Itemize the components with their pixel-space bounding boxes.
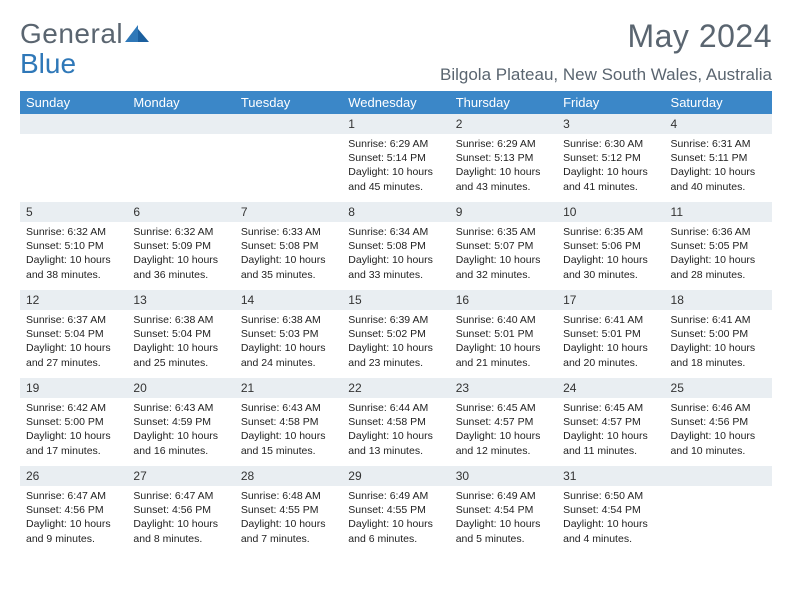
weekday-wednesday: Wednesday — [342, 91, 449, 114]
day-content-cell: Sunrise: 6:35 AMSunset: 5:06 PMDaylight:… — [557, 222, 664, 290]
day-content-cell: Sunrise: 6:34 AMSunset: 5:08 PMDaylight:… — [342, 222, 449, 290]
day-number-row: 12131415161718 — [20, 290, 772, 310]
day-content-cell: Sunrise: 6:37 AMSunset: 5:04 PMDaylight:… — [20, 310, 127, 378]
day-content-row: Sunrise: 6:29 AMSunset: 5:14 PMDaylight:… — [20, 134, 772, 202]
day-number-cell: 16 — [450, 290, 557, 310]
weekday-tuesday: Tuesday — [235, 91, 342, 114]
day-content-cell: Sunrise: 6:32 AMSunset: 5:10 PMDaylight:… — [20, 222, 127, 290]
day-number-cell: 28 — [235, 466, 342, 486]
logo: General — [20, 18, 151, 50]
day-number-cell: 1 — [342, 114, 449, 134]
day-number-cell: 22 — [342, 378, 449, 398]
day-content-cell: Sunrise: 6:33 AMSunset: 5:08 PMDaylight:… — [235, 222, 342, 290]
location-text: Bilgola Plateau, New South Wales, Austra… — [440, 65, 772, 85]
day-number-cell: 19 — [20, 378, 127, 398]
day-content-cell: Sunrise: 6:29 AMSunset: 5:13 PMDaylight:… — [450, 134, 557, 202]
weekday-monday: Monday — [127, 91, 234, 114]
day-number-row: 567891011 — [20, 202, 772, 222]
day-number-cell: 30 — [450, 466, 557, 486]
day-content-cell: Sunrise: 6:30 AMSunset: 5:12 PMDaylight:… — [557, 134, 664, 202]
day-content-cell: Sunrise: 6:40 AMSunset: 5:01 PMDaylight:… — [450, 310, 557, 378]
day-content-cell: Sunrise: 6:29 AMSunset: 5:14 PMDaylight:… — [342, 134, 449, 202]
weekday-thursday: Thursday — [450, 91, 557, 114]
day-content-cell: Sunrise: 6:47 AMSunset: 4:56 PMDaylight:… — [20, 486, 127, 554]
weekday-sunday: Sunday — [20, 91, 127, 114]
day-content-cell: Sunrise: 6:36 AMSunset: 5:05 PMDaylight:… — [665, 222, 772, 290]
day-content-cell: Sunrise: 6:44 AMSunset: 4:58 PMDaylight:… — [342, 398, 449, 466]
day-content-cell: Sunrise: 6:31 AMSunset: 5:11 PMDaylight:… — [665, 134, 772, 202]
day-content-cell — [665, 486, 772, 554]
day-number-cell: 2 — [450, 114, 557, 134]
day-number-cell: 5 — [20, 202, 127, 222]
day-content-cell: Sunrise: 6:38 AMSunset: 5:03 PMDaylight:… — [235, 310, 342, 378]
day-content-cell: Sunrise: 6:41 AMSunset: 5:00 PMDaylight:… — [665, 310, 772, 378]
logo-icon — [125, 20, 151, 52]
day-content-cell: Sunrise: 6:41 AMSunset: 5:01 PMDaylight:… — [557, 310, 664, 378]
day-number-cell: 31 — [557, 466, 664, 486]
day-number-cell: 3 — [557, 114, 664, 134]
day-content-cell: Sunrise: 6:39 AMSunset: 5:02 PMDaylight:… — [342, 310, 449, 378]
day-number-cell: 29 — [342, 466, 449, 486]
day-content-row: Sunrise: 6:32 AMSunset: 5:10 PMDaylight:… — [20, 222, 772, 290]
day-content-cell: Sunrise: 6:32 AMSunset: 5:09 PMDaylight:… — [127, 222, 234, 290]
day-number-cell — [665, 466, 772, 486]
day-number-cell: 14 — [235, 290, 342, 310]
day-number-cell: 17 — [557, 290, 664, 310]
day-content-cell — [127, 134, 234, 202]
logo-text-general: General — [20, 18, 123, 50]
day-number-cell: 18 — [665, 290, 772, 310]
day-number-cell: 6 — [127, 202, 234, 222]
day-content-cell: Sunrise: 6:35 AMSunset: 5:07 PMDaylight:… — [450, 222, 557, 290]
day-number-cell — [127, 114, 234, 134]
day-number-cell: 8 — [342, 202, 449, 222]
day-number-cell: 10 — [557, 202, 664, 222]
weekday-header-row: Sunday Monday Tuesday Wednesday Thursday… — [20, 91, 772, 114]
day-content-row: Sunrise: 6:37 AMSunset: 5:04 PMDaylight:… — [20, 310, 772, 378]
day-content-row: Sunrise: 6:47 AMSunset: 4:56 PMDaylight:… — [20, 486, 772, 554]
day-content-cell: Sunrise: 6:46 AMSunset: 4:56 PMDaylight:… — [665, 398, 772, 466]
day-content-cell — [20, 134, 127, 202]
day-number-cell: 25 — [665, 378, 772, 398]
day-content-cell: Sunrise: 6:42 AMSunset: 5:00 PMDaylight:… — [20, 398, 127, 466]
day-content-cell: Sunrise: 6:48 AMSunset: 4:55 PMDaylight:… — [235, 486, 342, 554]
weekday-friday: Friday — [557, 91, 664, 114]
weekday-saturday: Saturday — [665, 91, 772, 114]
day-content-cell: Sunrise: 6:47 AMSunset: 4:56 PMDaylight:… — [127, 486, 234, 554]
day-number-row: 19202122232425 — [20, 378, 772, 398]
day-content-cell: Sunrise: 6:45 AMSunset: 4:57 PMDaylight:… — [557, 398, 664, 466]
day-content-cell — [235, 134, 342, 202]
day-number-cell: 9 — [450, 202, 557, 222]
calendar-body: 1234Sunrise: 6:29 AMSunset: 5:14 PMDayli… — [20, 114, 772, 554]
day-content-row: Sunrise: 6:42 AMSunset: 5:00 PMDaylight:… — [20, 398, 772, 466]
day-number-cell: 24 — [557, 378, 664, 398]
logo-text-blue: Blue — [20, 48, 76, 80]
calendar-table: Sunday Monday Tuesday Wednesday Thursday… — [20, 91, 772, 554]
day-number-row: 1234 — [20, 114, 772, 134]
day-number-cell: 13 — [127, 290, 234, 310]
day-number-cell: 7 — [235, 202, 342, 222]
day-content-cell: Sunrise: 6:49 AMSunset: 4:54 PMDaylight:… — [450, 486, 557, 554]
day-content-cell: Sunrise: 6:49 AMSunset: 4:55 PMDaylight:… — [342, 486, 449, 554]
title-block: May 2024 Bilgola Plateau, New South Wale… — [440, 18, 772, 85]
day-number-cell: 27 — [127, 466, 234, 486]
day-number-cell: 20 — [127, 378, 234, 398]
day-content-cell: Sunrise: 6:45 AMSunset: 4:57 PMDaylight:… — [450, 398, 557, 466]
header: General May 2024 Bilgola Plateau, New So… — [20, 18, 772, 85]
day-number-cell: 23 — [450, 378, 557, 398]
day-number-cell — [20, 114, 127, 134]
day-number-cell — [235, 114, 342, 134]
day-number-cell: 21 — [235, 378, 342, 398]
day-content-cell: Sunrise: 6:50 AMSunset: 4:54 PMDaylight:… — [557, 486, 664, 554]
day-number-cell: 12 — [20, 290, 127, 310]
day-number-cell: 4 — [665, 114, 772, 134]
day-content-cell: Sunrise: 6:38 AMSunset: 5:04 PMDaylight:… — [127, 310, 234, 378]
month-title: May 2024 — [440, 18, 772, 55]
day-content-cell: Sunrise: 6:43 AMSunset: 4:59 PMDaylight:… — [127, 398, 234, 466]
day-content-cell: Sunrise: 6:43 AMSunset: 4:58 PMDaylight:… — [235, 398, 342, 466]
day-number-row: 262728293031 — [20, 466, 772, 486]
calendar-page: General May 2024 Bilgola Plateau, New So… — [0, 0, 792, 564]
day-number-cell: 11 — [665, 202, 772, 222]
day-number-cell: 26 — [20, 466, 127, 486]
day-number-cell: 15 — [342, 290, 449, 310]
